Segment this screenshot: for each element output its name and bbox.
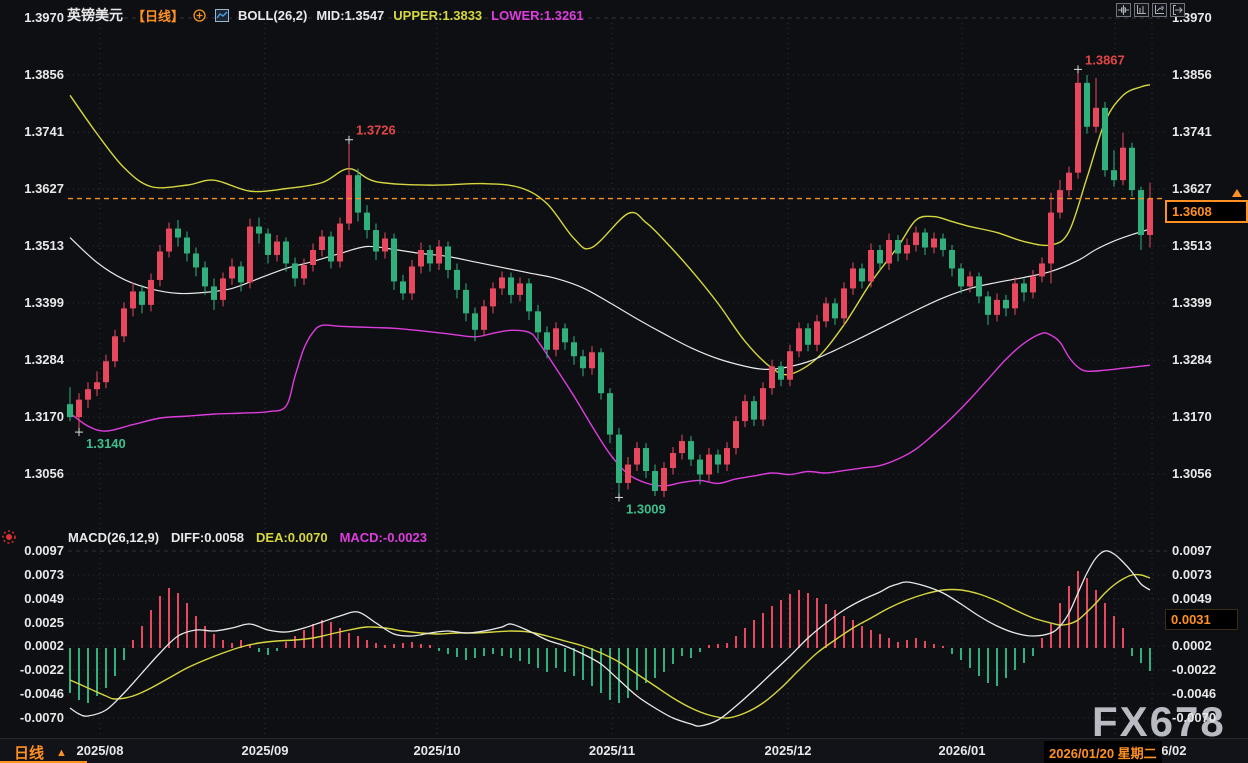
price-marker-arrow-icon — [1232, 189, 1242, 197]
price-tick-label-right: 1.3856 — [1172, 66, 1212, 82]
svg-text:1.3867: 1.3867 — [1085, 52, 1125, 67]
tab-arrow-icon: ▲ — [56, 746, 67, 759]
date-tick-label: 2025/08 — [76, 743, 124, 758]
boll-lower-value: LOWER:1.3261 — [491, 7, 584, 23]
date-tick-label: 2025/09 — [241, 743, 289, 758]
date-tick-label: 2025/10 — [413, 743, 461, 758]
chart-toolbar — [1116, 3, 1185, 17]
price-tick-label-right: 1.3741 — [1172, 124, 1212, 140]
svg-text:1.3009: 1.3009 — [626, 501, 666, 516]
tab-active-underline — [0, 761, 87, 763]
indicator-chart-icon[interactable] — [215, 8, 230, 22]
price-tick-label-right: 0.0097 — [1172, 543, 1212, 558]
price-tick-label-left: 1.3056 — [24, 466, 64, 481]
price-tick-label-left: 0.0025 — [24, 615, 64, 630]
price-tick-label-left: 0.0097 — [24, 543, 64, 558]
macd-label: MACD(26,12,9) — [68, 530, 160, 545]
tab-daily[interactable]: 日线 ▲ — [14, 742, 67, 763]
boll-upper-value: UPPER:1.3833 — [393, 7, 483, 23]
svg-text:1.3140: 1.3140 — [86, 436, 126, 451]
price-tick-label-right: -0.0022 — [1172, 662, 1217, 677]
period-label[interactable]: 【日线】 — [132, 8, 185, 24]
price-tick-label-right: 0.0073 — [1172, 567, 1212, 582]
price-tick-label-left: 0.0073 — [24, 567, 64, 582]
boll-label: BOLL(26,2) — [238, 7, 308, 23]
selected-date-label: 2026/01/20 星期二 — [1044, 741, 1162, 763]
price-tick-label-right: 1.3284 — [1172, 352, 1212, 368]
live-indicator-icon — [1, 529, 17, 550]
price-tick-label-right: 1.3170 — [1172, 409, 1212, 425]
tab-daily-label: 日线 — [14, 745, 45, 762]
price-tick-label-left: 1.3284 — [24, 352, 64, 368]
current-price-box: 1.3608 — [1165, 200, 1248, 223]
price-tick-label-right: -0.0070 — [1172, 710, 1217, 725]
macd-hist-value: MACD:-0.0023 — [339, 530, 427, 545]
timeline-bar: 日线 ▲ 2025/08 2025/09 2025/10 2025/11 2025/12… — [0, 738, 1248, 763]
date-tick-label: 2025/12 — [764, 743, 812, 758]
price-tick-label-right: 0.0049 — [1172, 591, 1212, 606]
price-tick-label-left: 1.3170 — [24, 409, 64, 425]
symbol-name: 英镑美元 — [67, 7, 123, 23]
price-tick-label-left: 1.3627 — [24, 181, 64, 197]
axis-scale-left-button[interactable] — [1134, 3, 1149, 17]
price-tick-label-left: -0.0070 — [19, 710, 64, 725]
price-tick-label-left: -0.0046 — [19, 686, 64, 701]
price-tick-label-right: 1.3513 — [1172, 238, 1212, 253]
crosshair-tool-button[interactable] — [1116, 3, 1131, 17]
price-tick-label-right: 0.0002 — [1172, 638, 1212, 653]
export-chart-button[interactable] — [1170, 3, 1185, 17]
chart-header: 英镑美元 【日线】 BOLL(26,2) MID:1.3547 UPPER:1.… — [67, 5, 584, 25]
date-tick-label: 2026/01 — [938, 743, 986, 758]
macd-dea-value: DEA:0.0070 — [256, 530, 328, 545]
price-tick-label-left: 1.3399 — [24, 294, 64, 310]
price-tick-label-left: 1.3970 — [24, 10, 64, 25]
price-tick-label-left: 1.3741 — [24, 124, 64, 140]
price-tick-label-right: -0.0046 — [1172, 686, 1217, 701]
add-indicator-icon[interactable] — [193, 8, 206, 22]
axis-scale-right-button[interactable] — [1152, 3, 1167, 17]
macd-header: MACD(26,12,9) DIFF:0.0058 DEA:0.0070 MAC… — [68, 530, 427, 545]
boll-mid-value: MID:1.3547 — [316, 7, 385, 23]
price-tick-label-left: 0.0002 — [24, 638, 64, 653]
price-tick-label-right: 1.3056 — [1172, 466, 1212, 481]
date-tick-label: 2025/11 — [588, 743, 636, 758]
price-tick-label-right: 1.3627 — [1172, 181, 1212, 197]
price-tick-label-right: 1.3399 — [1172, 294, 1212, 310]
macd-value-box: 0.0031 — [1165, 609, 1238, 630]
macd-diff-value: DIFF:0.0058 — [171, 530, 245, 545]
price-tick-label-left: 1.3856 — [24, 66, 64, 82]
watermark: FX678 — [1092, 698, 1226, 745]
price-tick-label-left: -0.0022 — [19, 662, 64, 677]
svg-text:1.3726: 1.3726 — [356, 123, 396, 138]
price-tick-label-left: 0.0049 — [24, 591, 64, 606]
price-tick-label-left: 1.3513 — [24, 238, 64, 253]
